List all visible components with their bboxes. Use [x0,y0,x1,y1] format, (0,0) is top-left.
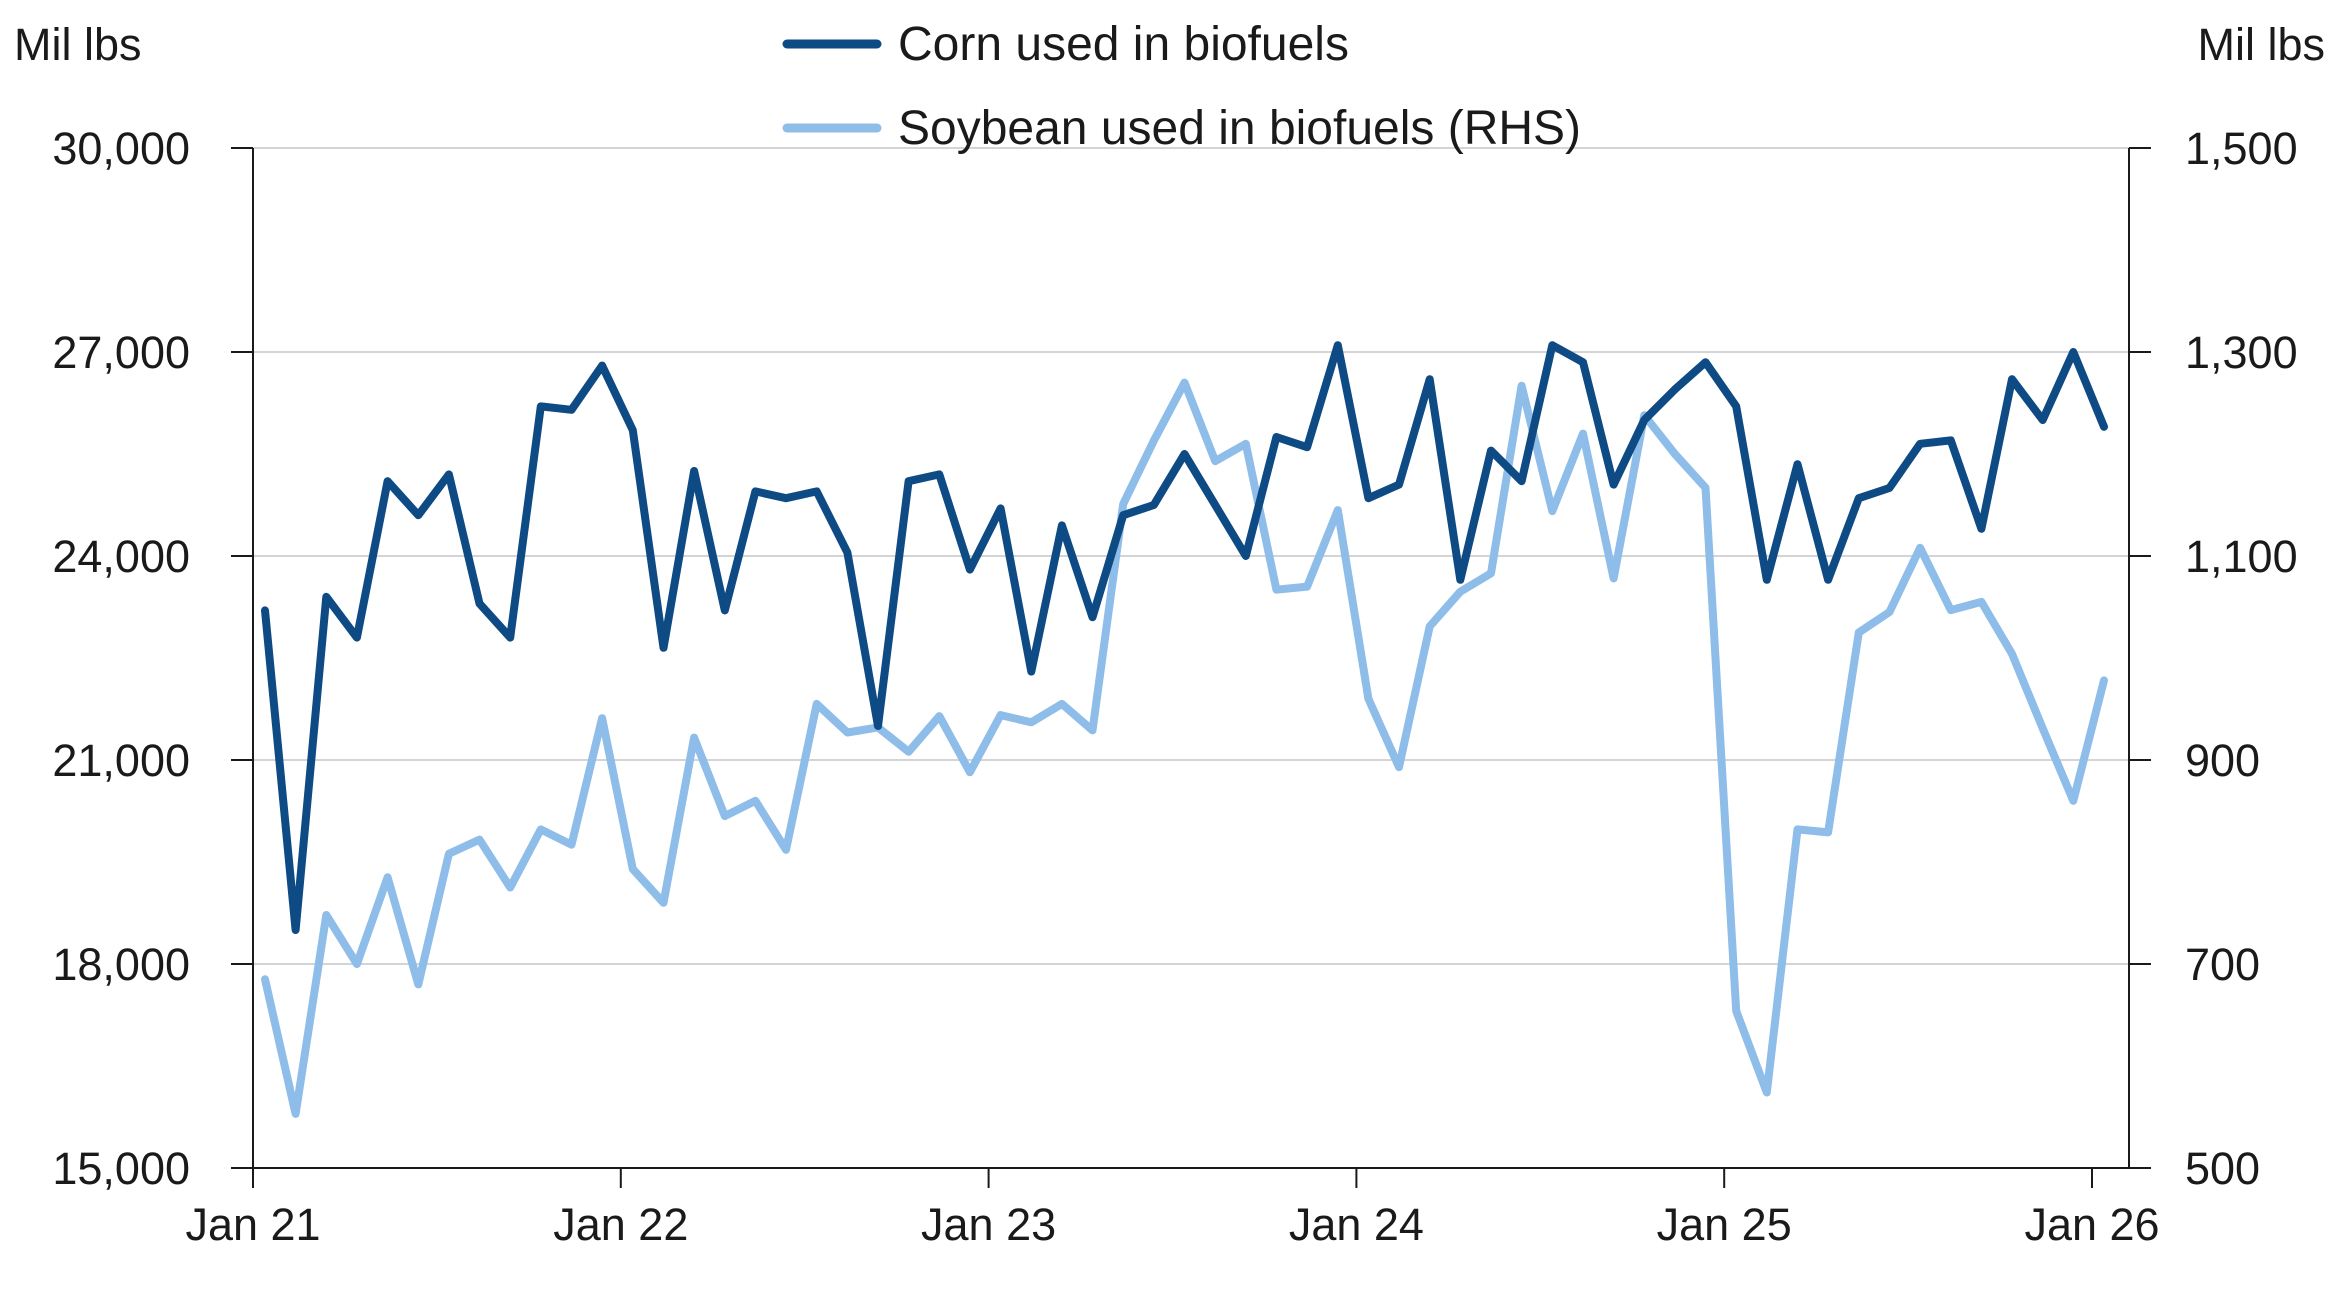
right-axis-tick-label: 1,100 [2185,531,2298,582]
legend-label-soybean: Soybean used in biofuels (RHS) [898,102,1581,155]
x-axis-tick-label: Jan 23 [921,1199,1056,1250]
left-axis-tick-label: 21,000 [52,735,190,786]
left-axis-tick-label: 30,000 [52,123,190,174]
series-line-corn [261,341,2108,934]
right-axis-tick-label: 700 [2185,939,2260,990]
left-axis-tick-label: 27,000 [52,327,190,378]
left-axis-tick-label: 24,000 [52,531,190,582]
right-axis-tick-label: 1,300 [2185,327,2298,378]
x-axis-tick-label: Jan 24 [1289,1199,1424,1250]
right-axis-tick-label: 500 [2185,1143,2260,1194]
right-axis-tick-label: 900 [2185,735,2260,786]
x-axis-tick-label: Jan 21 [185,1199,320,1250]
gridlines [253,147,2129,965]
x-axis-tick-label: Jan 22 [553,1199,688,1250]
series-lines [261,341,2108,1118]
left-axis-unit-label: Mil lbs [14,19,142,70]
right-axis-tick-label: 1,500 [2185,123,2298,174]
x-axis-tick-label: Jan 26 [2024,1199,2159,1250]
legend: Corn used in biofuels Soybean used in bi… [782,18,1581,155]
axes [231,147,2151,1188]
x-axis-tick-label: Jan 25 [1657,1199,1792,1250]
right-axis-unit-label: Mil lbs [2197,19,2325,70]
left-axis-tick-label: 15,000 [52,1143,190,1194]
tick-labels: 15,000 500 18,000 700 21,000 900 24,000 1,100 27… [52,123,2297,1250]
series-line-soybean [261,378,2108,1118]
legend-label-corn: Corn used in biofuels [898,18,1349,71]
left-axis-tick-label: 18,000 [52,939,190,990]
